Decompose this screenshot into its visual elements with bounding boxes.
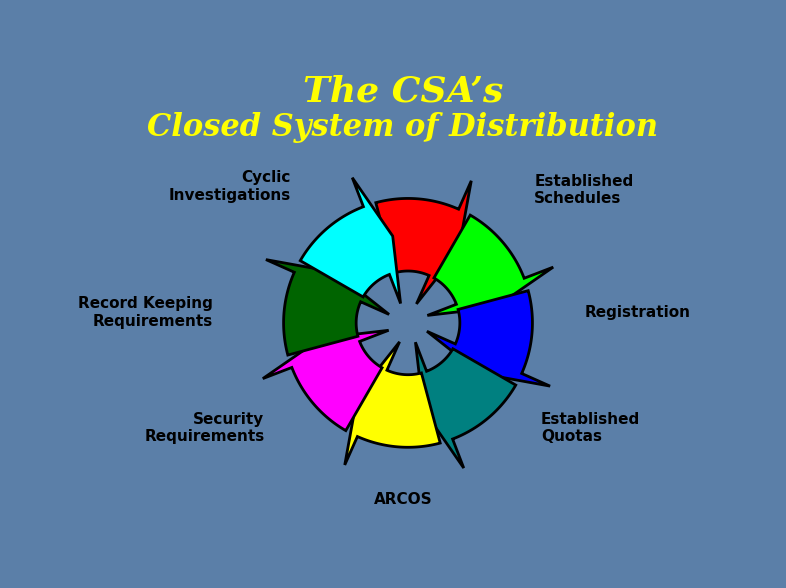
Text: Closed System of Distribution: Closed System of Distribution [147, 112, 659, 143]
Text: Established
Schedules: Established Schedules [534, 173, 634, 206]
Polygon shape [266, 260, 389, 355]
Text: Cyclic
Investigations: Cyclic Investigations [168, 170, 291, 202]
Polygon shape [376, 181, 472, 304]
Text: The CSA’s: The CSA’s [303, 74, 503, 108]
Polygon shape [416, 342, 516, 468]
Text: ARCOS: ARCOS [373, 492, 432, 507]
Text: Security
Requirements: Security Requirements [145, 412, 265, 445]
Text: Registration: Registration [584, 305, 690, 320]
Polygon shape [263, 330, 388, 430]
Polygon shape [427, 290, 550, 386]
Text: Established
Quotas: Established Quotas [541, 412, 641, 445]
Polygon shape [300, 178, 401, 303]
Polygon shape [428, 215, 553, 315]
Polygon shape [345, 342, 440, 465]
Text: Record Keeping
Requirements: Record Keeping Requirements [78, 296, 213, 329]
